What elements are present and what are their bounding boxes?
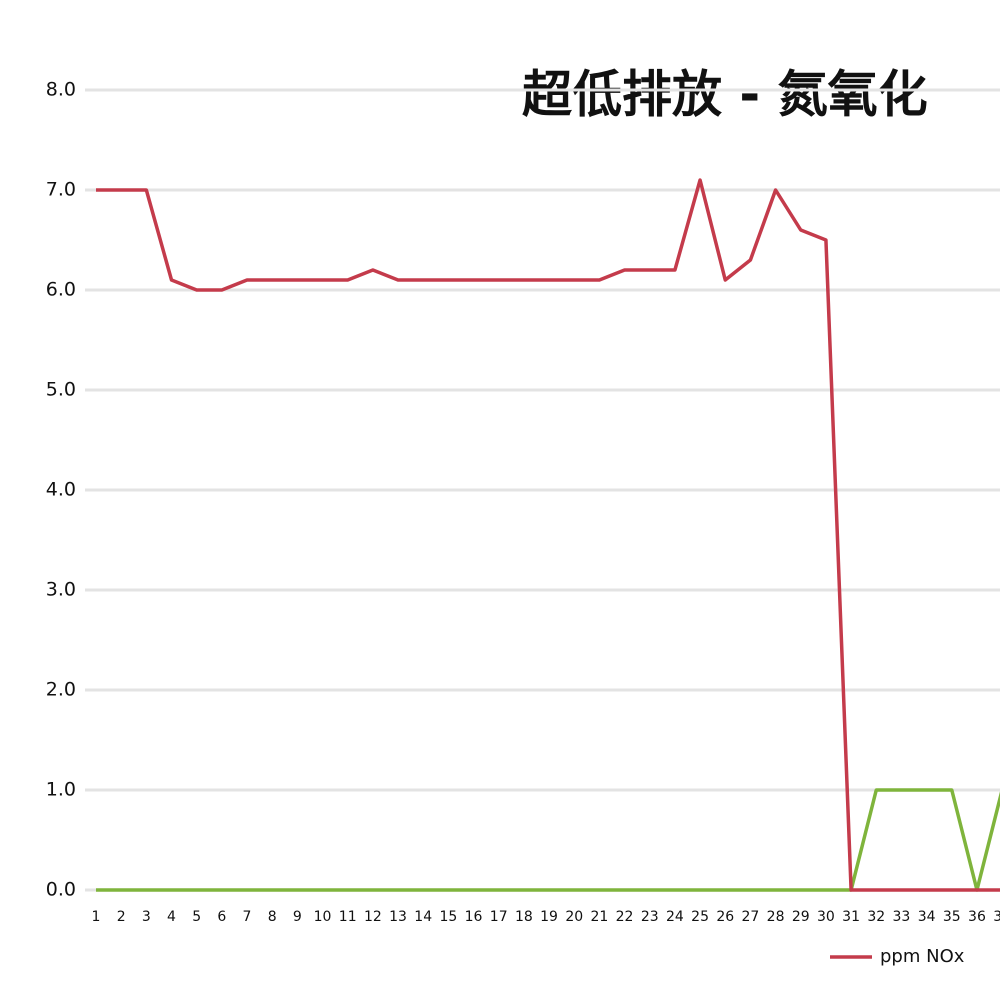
x-tick-label: 37 [993,909,1000,925]
series-line [96,788,1000,892]
x-tick-label: 25 [691,909,709,925]
y-tick-label: 2.0 [46,679,76,701]
y-tick-label: 0.0 [46,879,76,901]
y-tick-label: 5.0 [46,379,76,401]
x-tick-label: 6 [217,909,226,925]
y-tick-label: 8.0 [46,79,76,101]
x-tick-label: 8 [268,909,277,925]
y-tick-label: 4.0 [46,479,76,501]
x-tick-label: 28 [767,909,785,925]
x-tick-label: 18 [515,909,533,925]
x-tick-label: 11 [339,909,357,925]
y-tick-label: 3.0 [46,579,76,601]
x-tick-label: 1 [92,909,101,925]
x-tick-label: 12 [364,909,382,925]
x-tick-label: 35 [943,909,961,925]
x-tick-label: 20 [565,909,583,925]
x-tick-label: 29 [792,909,810,925]
x-tick-label: 9 [293,909,302,925]
y-tick-label: 6.0 [46,279,76,301]
x-tick-label: 14 [414,909,432,925]
y-tick-label: 1.0 [46,779,76,801]
x-tick-label: 10 [314,909,332,925]
x-tick-label: 24 [666,909,684,925]
x-tick-label: 32 [867,909,885,925]
x-tick-label: 2 [117,909,126,925]
x-tick-label: 21 [590,909,608,925]
x-tick-label: 34 [918,909,936,925]
chart-title: 超低排放 - 氮氧化 [522,66,928,124]
x-tick-label: 4 [167,909,176,925]
x-tick-label: 31 [842,909,860,925]
x-tick-label: 19 [540,909,558,925]
x-tick-label: 22 [616,909,634,925]
x-tick-label: 30 [817,909,835,925]
x-tick-label: 15 [439,909,457,925]
x-tick-label: 27 [742,909,760,925]
x-tick-label: 16 [465,909,483,925]
x-tick-label: 17 [490,909,508,925]
x-tick-label: 26 [716,909,734,925]
x-tick-label: 5 [192,909,201,925]
legend-label: ppm NOx [880,946,965,967]
x-tick-label: 3 [142,909,151,925]
x-tick-label: 23 [641,909,659,925]
y-tick-label: 7.0 [46,179,76,201]
series-line [96,178,1000,892]
x-tick-label: 36 [968,909,986,925]
x-tick-label: 33 [893,909,911,925]
x-tick-label: 7 [243,909,252,925]
x-tick-label: 13 [389,909,407,925]
